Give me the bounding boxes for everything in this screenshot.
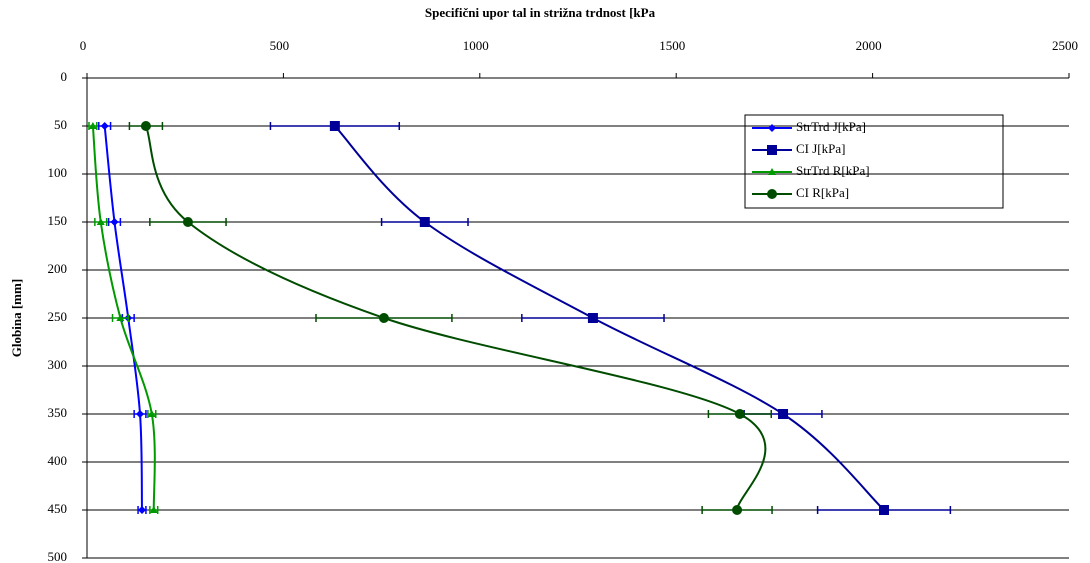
y-axis-label: Globina [mm] xyxy=(9,279,24,357)
marker xyxy=(136,410,145,418)
legend-label: CI R[kPa] xyxy=(796,185,849,200)
legend-box xyxy=(744,114,1004,209)
y-tick-label: 50 xyxy=(54,117,67,132)
series-line xyxy=(144,125,767,511)
marker xyxy=(732,505,743,515)
y-tick-label: 450 xyxy=(48,501,68,516)
marker xyxy=(587,313,598,323)
chart-title: Specifični upor tal in strižna trdnost [… xyxy=(425,5,656,20)
x-tick-label: 1000 xyxy=(463,38,489,53)
y-tick-label: 100 xyxy=(48,165,68,180)
y-tick-label: 0 xyxy=(61,69,68,84)
x-tick-label: 0 xyxy=(80,38,87,53)
marker xyxy=(147,410,156,417)
marker xyxy=(96,218,105,225)
legend-label: StrTrd R[kPa] xyxy=(796,163,870,178)
legend-marker xyxy=(767,189,777,199)
marker xyxy=(110,218,119,226)
marker xyxy=(140,121,151,131)
marker xyxy=(378,313,389,323)
legend-label: StrTrd J[kPa] xyxy=(796,119,866,134)
marker xyxy=(878,505,889,515)
y-tick-label: 150 xyxy=(48,213,68,228)
y-tick-label: 350 xyxy=(48,405,68,420)
legend-marker xyxy=(767,145,777,155)
legend-marker xyxy=(768,124,776,132)
marker xyxy=(182,217,193,227)
marker xyxy=(734,409,745,419)
y-tick-label: 200 xyxy=(48,261,68,276)
y-tick-label: 250 xyxy=(48,309,68,324)
marker xyxy=(149,506,158,513)
y-tick-label: 400 xyxy=(48,453,68,468)
legend-label: CI J[kPa] xyxy=(796,141,845,156)
x-tick-label: 2500 xyxy=(1052,38,1078,53)
y-tick-label: 300 xyxy=(48,357,68,372)
marker xyxy=(88,122,97,129)
x-tick-label: 2000 xyxy=(856,38,882,53)
x-tick-label: 1500 xyxy=(659,38,685,53)
x-tick-label: 500 xyxy=(270,38,290,53)
marker xyxy=(116,314,125,321)
marker xyxy=(100,122,109,130)
y-tick-label: 500 xyxy=(48,549,68,563)
legend-marker xyxy=(768,168,776,175)
marker xyxy=(137,506,146,514)
marker xyxy=(778,409,789,419)
marker xyxy=(329,121,340,131)
marker xyxy=(419,217,430,227)
